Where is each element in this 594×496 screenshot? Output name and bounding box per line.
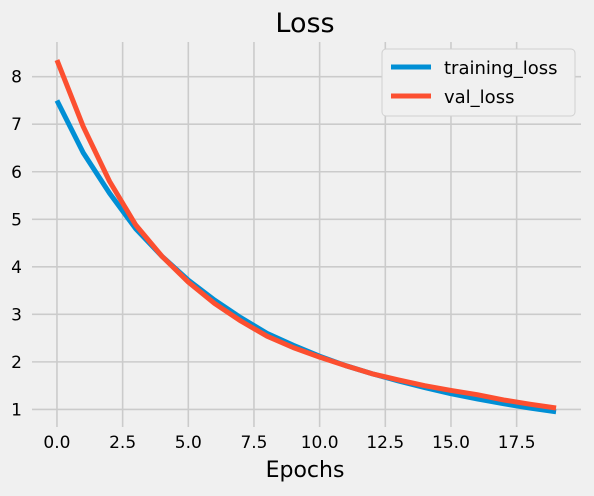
y-tick-label: 2	[11, 353, 22, 373]
x-tick-label: 12.5	[366, 433, 404, 453]
x-tick-label: 7.5	[240, 433, 267, 453]
y-tick-label: 4	[11, 258, 22, 278]
x-tick-label: 10.0	[301, 433, 339, 453]
series-lines	[54, 59, 557, 415]
y-tick-label: 6	[11, 163, 22, 183]
y-tick-label: 7	[11, 115, 22, 135]
x-tick-label: 0.0	[43, 433, 70, 453]
x-tick-label: 5.0	[175, 433, 202, 453]
x-tick-label: 17.5	[498, 433, 536, 453]
x-tick-label: 2.5	[109, 433, 136, 453]
legend-label-training-loss: training_loss	[444, 58, 558, 79]
chart-title: Loss	[275, 8, 334, 39]
y-tick-label: 3	[11, 305, 22, 325]
y-tick-label: 5	[11, 210, 22, 230]
x-axis-label: Epochs	[266, 458, 345, 483]
series-line-val-loss	[54, 59, 557, 411]
x-tick-label: 15.0	[432, 433, 470, 453]
x-tick-labels: 0.0 2.5 5.0 7.5 10.0 12.5 15.0 17.5	[43, 433, 535, 453]
legend: training_loss val_loss	[381, 48, 576, 117]
y-tick-label: 8	[11, 68, 22, 88]
legend-label-val-loss: val_loss	[444, 87, 514, 108]
y-tick-label: 1	[11, 400, 22, 420]
y-tick-labels: 1 2 3 4 5 6 7 8	[11, 68, 22, 421]
